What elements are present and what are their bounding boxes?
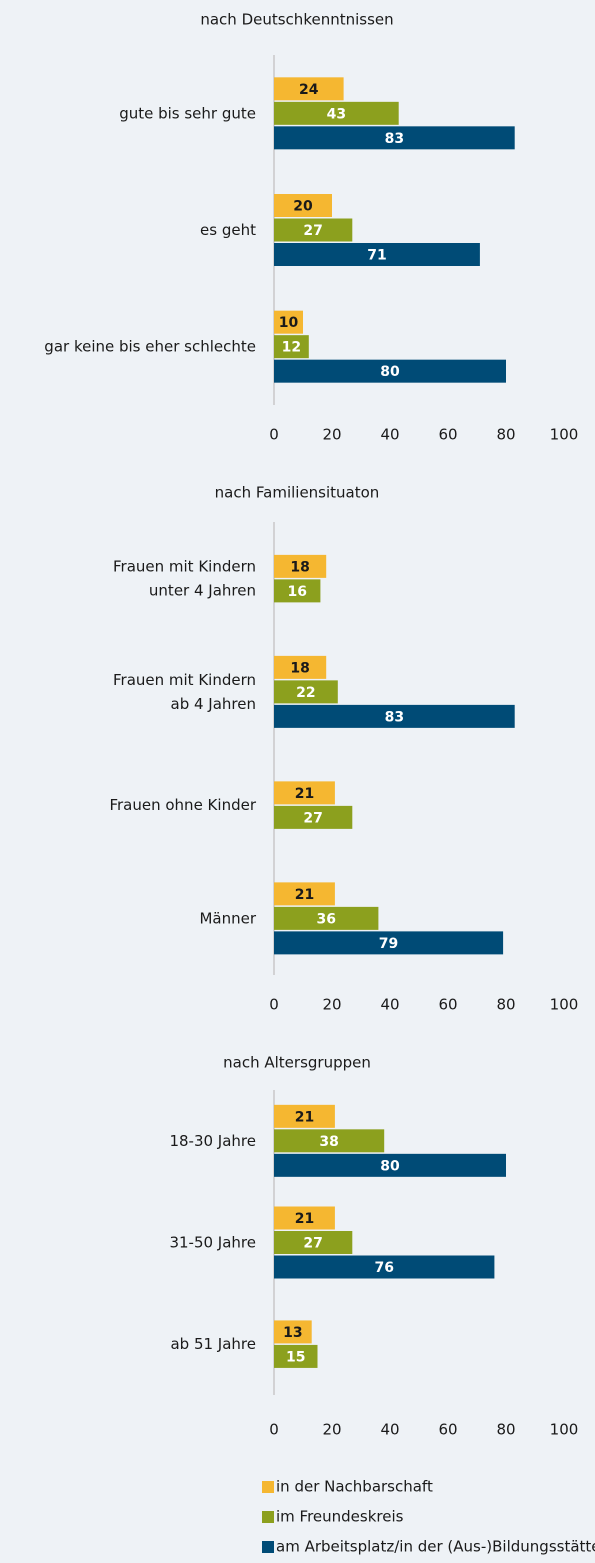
category-label: es geht xyxy=(200,221,256,239)
bar xyxy=(274,579,321,603)
bar xyxy=(274,1104,335,1128)
x-tick-label: 100 xyxy=(550,996,579,1014)
bar xyxy=(274,1344,318,1368)
bar xyxy=(274,101,399,125)
category-label: gute bis sehr gute xyxy=(119,104,256,122)
legend-swatch xyxy=(262,1511,274,1523)
value-label: 20 xyxy=(293,199,313,215)
bar xyxy=(274,655,327,679)
bar xyxy=(274,805,353,829)
bar xyxy=(274,1320,312,1344)
bar xyxy=(274,194,332,217)
bar xyxy=(274,126,515,150)
value-label: 27 xyxy=(303,223,322,239)
category-label: Männer xyxy=(199,909,256,927)
value-label: 71 xyxy=(367,248,386,264)
bar xyxy=(274,882,335,906)
value-label: 21 xyxy=(295,1211,314,1227)
value-label: 80 xyxy=(380,364,400,380)
x-tick-label: 100 xyxy=(550,1421,579,1439)
bar xyxy=(274,931,504,955)
value-label: 12 xyxy=(282,340,301,356)
value-label: 43 xyxy=(327,106,346,122)
value-label: 10 xyxy=(279,315,299,331)
bar xyxy=(274,77,344,101)
x-tick-label: 80 xyxy=(496,996,515,1014)
category-label: 18-30 Jahre xyxy=(169,1131,256,1149)
value-label: 21 xyxy=(295,887,314,903)
value-label: 80 xyxy=(380,1158,400,1174)
x-tick-label: 80 xyxy=(496,426,515,444)
chart-title: nach Deutschkenntnissen xyxy=(200,11,393,29)
bar xyxy=(274,680,338,704)
bar xyxy=(274,1206,335,1230)
legend-label: in der Nachbarschaft xyxy=(276,1478,433,1496)
value-label: 38 xyxy=(319,1134,338,1150)
bar xyxy=(274,1153,506,1177)
legend-swatch xyxy=(262,1541,274,1553)
value-label: 83 xyxy=(385,131,404,147)
x-tick-label: 20 xyxy=(322,1421,341,1439)
category-label: gar keine bis eher schlechte xyxy=(44,337,256,355)
x-tick-label: 80 xyxy=(496,1421,515,1439)
bar xyxy=(274,359,506,383)
x-tick-label: 60 xyxy=(438,996,457,1014)
x-tick-label: 0 xyxy=(269,1421,279,1439)
bar xyxy=(274,335,309,359)
legend-label: im Freundeskreis xyxy=(276,1508,404,1526)
category-label: 31-50 Jahre xyxy=(169,1233,256,1251)
value-label: 76 xyxy=(374,1260,393,1276)
value-label: 27 xyxy=(303,1236,322,1252)
bar xyxy=(274,243,480,266)
category-label: Frauen mit Kindern unter 4 Jahren xyxy=(113,557,256,599)
x-tick-label: 0 xyxy=(269,426,279,444)
category-label: Frauen mit Kindern ab 4 Jahren xyxy=(113,670,256,712)
x-tick-label: 100 xyxy=(550,426,579,444)
bar xyxy=(274,218,353,242)
value-label: 18 xyxy=(290,660,309,676)
value-label: 21 xyxy=(295,786,314,802)
x-tick-label: 40 xyxy=(380,996,399,1014)
bar xyxy=(274,1129,385,1153)
x-tick-label: 0 xyxy=(269,996,279,1014)
bar xyxy=(274,1231,353,1254)
bar xyxy=(274,310,303,334)
chart-title: nach Altersgruppen xyxy=(223,1054,371,1072)
bar xyxy=(274,1255,495,1279)
value-label: 24 xyxy=(299,82,319,98)
value-label: 22 xyxy=(296,685,315,701)
bar xyxy=(274,781,335,805)
category-label: Frauen ohne Kinder xyxy=(109,796,256,814)
value-label: 21 xyxy=(295,1109,314,1125)
x-tick-label: 40 xyxy=(380,1421,399,1439)
x-tick-label: 60 xyxy=(438,426,457,444)
value-label: 13 xyxy=(283,1325,302,1341)
x-tick-label: 20 xyxy=(322,996,341,1014)
x-tick-label: 40 xyxy=(380,426,399,444)
legend-label: am Arbeitsplatz/in der (Aus-)Bildungsstä… xyxy=(276,1538,595,1556)
value-label: 15 xyxy=(286,1349,305,1365)
value-label: 27 xyxy=(303,810,322,826)
bar xyxy=(274,704,515,728)
value-label: 83 xyxy=(385,709,404,725)
bar xyxy=(274,906,379,930)
value-label: 36 xyxy=(316,911,335,927)
value-label: 79 xyxy=(379,936,398,952)
chart-title: nach Familiensituaton xyxy=(215,484,380,502)
category-label: ab 51 Jahre xyxy=(170,1335,256,1353)
x-tick-label: 20 xyxy=(322,426,341,444)
value-label: 16 xyxy=(287,584,306,600)
value-label: 18 xyxy=(290,559,309,575)
legend-swatch xyxy=(262,1481,274,1493)
x-tick-label: 60 xyxy=(438,1421,457,1439)
bar xyxy=(274,554,327,578)
